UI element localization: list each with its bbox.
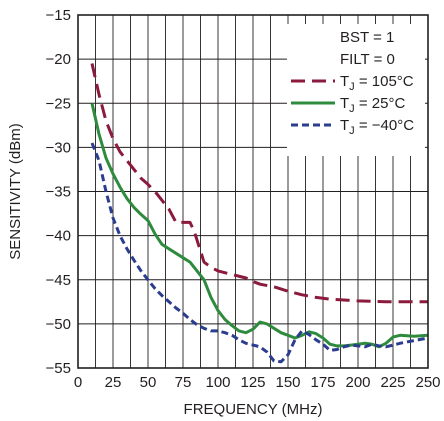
- tick-labels: 0 25 50 75 100 125 150 175 200 225 250 −15 −20 −25 −30…: [46, 7, 441, 391]
- y-axis-title: SENSITIVITY (dBm): [7, 123, 24, 259]
- x-tick-label: 25: [105, 374, 122, 391]
- x-tick-label: 150: [275, 374, 300, 391]
- legend-label-2: TJ = −40°C: [340, 117, 414, 137]
- x-axis-title: FREQUENCY (MHz): [184, 401, 323, 418]
- series-line-2: [90, 142, 429, 364]
- x-tick-label: 175: [310, 374, 335, 391]
- y-tick-label: −15: [46, 7, 71, 24]
- y-tick-label: −50: [46, 316, 71, 333]
- x-tick-label: 125: [240, 374, 265, 391]
- y-tick-label: −30: [46, 139, 71, 156]
- x-tick-label: 75: [175, 374, 192, 391]
- grid: [78, 15, 428, 368]
- y-tick-label: −25: [46, 95, 71, 112]
- y-tick-label: −35: [46, 184, 71, 201]
- y-tick-label: −40: [46, 228, 71, 245]
- annotation-filt: FILT = 0: [340, 51, 395, 68]
- legend-label-0: TJ = 105°C: [340, 73, 414, 93]
- x-tick-label: 200: [345, 374, 370, 391]
- y-tick-label: −45: [46, 272, 71, 289]
- series-line-1: [90, 102, 429, 349]
- annotation-bst: BST = 1: [340, 29, 394, 46]
- legend-label-1: TJ = 25°C: [340, 95, 405, 115]
- legend: BST = 1 FILT = 0 TJ = 105°CTJ = 25°CTJ =…: [291, 29, 414, 137]
- series-lines: [90, 63, 429, 364]
- x-tick-label: 225: [380, 374, 405, 391]
- x-tick-label: 50: [140, 374, 157, 391]
- x-tick-label: 0: [74, 374, 82, 391]
- x-tick-label: 250: [415, 374, 440, 391]
- legend-background: [287, 24, 425, 156]
- plot-frame: [77, 14, 429, 369]
- x-tick-label: 100: [205, 374, 230, 391]
- y-tick-label: −55: [46, 360, 71, 377]
- series-line-0: [90, 63, 428, 304]
- y-tick-label: −20: [46, 51, 71, 68]
